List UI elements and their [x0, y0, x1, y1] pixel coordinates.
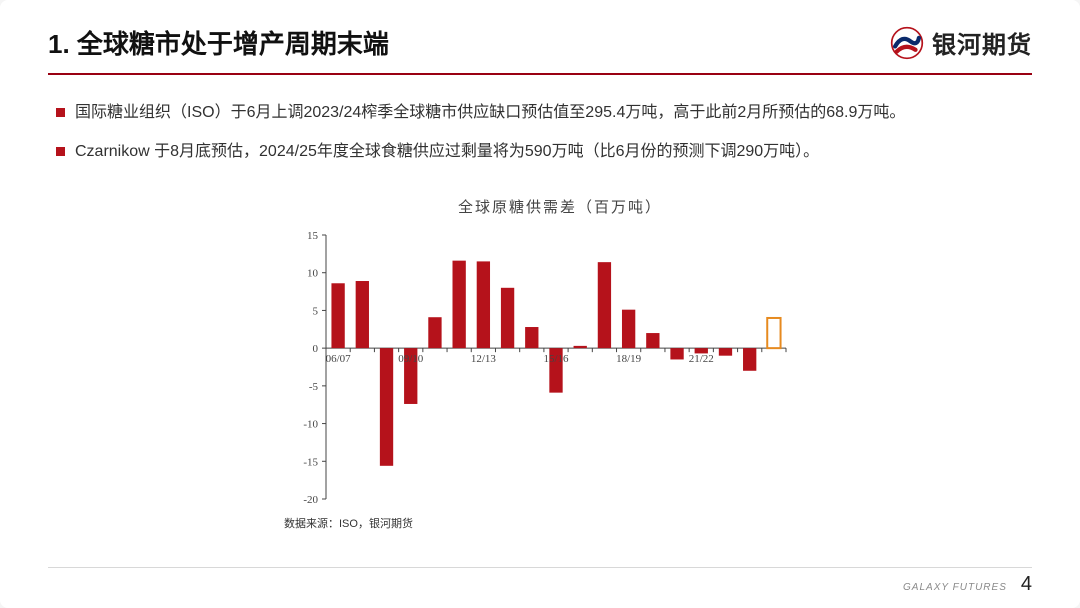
brand-name: 银河期货 [932, 25, 1032, 60]
svg-text:06/07: 06/07 [326, 353, 352, 365]
page-title: 1. 全球糖市处于增产周期末端 [48, 24, 389, 61]
page-number: 4 [1021, 573, 1032, 596]
svg-text:-20: -20 [303, 494, 318, 506]
galaxy-logo-icon [890, 26, 924, 60]
slide: 1. 全球糖市处于增产周期末端 银河期货 国际糖业组织（ISO）于6月上调202… [0, 0, 1080, 608]
bullet-icon [56, 108, 65, 117]
footer-rule [48, 567, 1032, 568]
svg-text:15/16: 15/16 [543, 353, 569, 365]
svg-text:09/10: 09/10 [398, 353, 424, 365]
chart-source: 数据来源：ISO，银河期货 [284, 515, 840, 531]
chart-container: 全球原糖供需差（百万吨） -20 -15 -10 -5 0 5 10 15 06/07 09/10… [280, 196, 840, 531]
chart-title: 全球原糖供需差（百万吨） [280, 196, 840, 217]
brand-logo: 银河期货 [890, 25, 1032, 60]
bullet-icon [56, 147, 65, 156]
svg-text:18/19: 18/19 [616, 353, 642, 365]
header: 1. 全球糖市处于增产周期末端 银河期货 [0, 0, 1080, 69]
footer-brand: GALAXY FUTURES [903, 582, 1007, 593]
svg-text:0: 0 [313, 343, 319, 355]
bullet-list: 国际糖业组织（ISO）于6月上调2023/24榨季全球糖市供应缺口预估值至295… [0, 75, 1080, 183]
footer: GALAXY FUTURES 4 [903, 573, 1032, 596]
svg-text:12/13: 12/13 [471, 353, 497, 365]
svg-text:15: 15 [307, 230, 319, 242]
list-item: Czarnikow 于8月底预估，2024/25年度全球食糖供应过剩量将为590… [56, 140, 1024, 165]
bullet-text: 国际糖业组织（ISO）于6月上调2023/24榨季全球糖市供应缺口预估值至295… [75, 101, 905, 126]
list-item: 国际糖业组织（ISO）于6月上调2023/24榨季全球糖市供应缺口预估值至295… [56, 101, 1024, 126]
svg-text:21/22: 21/22 [689, 353, 714, 365]
svg-text:-10: -10 [303, 419, 318, 431]
svg-text:10: 10 [307, 268, 319, 280]
bullet-text: Czarnikow 于8月底预估，2024/25年度全球食糖供应过剩量将为590… [75, 140, 819, 165]
svg-text:-15: -15 [303, 456, 318, 468]
svg-text:-5: -5 [309, 381, 319, 393]
svg-text:5: 5 [313, 305, 319, 317]
supply-balance-bar-chart: -20 -15 -10 -5 0 5 10 15 06/07 09/10 12/13 15/16 18/… [280, 227, 790, 507]
